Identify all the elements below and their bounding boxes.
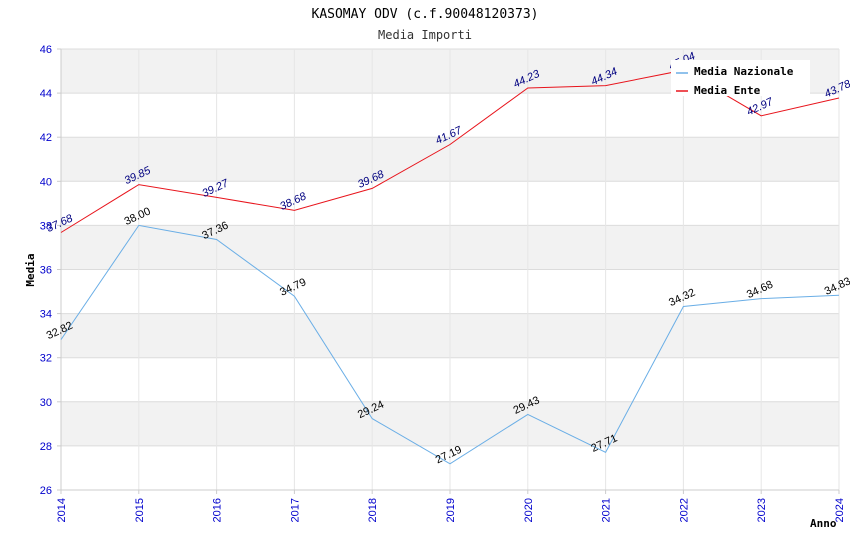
legend: Media Nazionale Media Ente (671, 60, 810, 97)
chart-subtitle: Media Importi (378, 28, 472, 42)
series-line-nazionale (60, 224, 840, 465)
x-tick-label: 2024 (834, 498, 846, 522)
x-tick-label: 2022 (678, 498, 690, 522)
y-tick-label: 32 (40, 353, 52, 365)
y-tick-label: 40 (40, 176, 52, 188)
y-axis-title: Media (24, 253, 37, 286)
y-tick-label: 28 (40, 441, 52, 453)
x-tick-label: 2014 (56, 498, 68, 522)
y-tick-label: 44 (40, 88, 52, 100)
x-tick-label: 2017 (289, 498, 301, 522)
legend-label-ente: Media Ente (694, 84, 761, 97)
x-tick-label: 2016 (212, 498, 224, 522)
x-tick-label: 2023 (756, 498, 768, 522)
x-tick-label: 2020 (523, 498, 535, 522)
y-tick-label: 34 (40, 309, 52, 321)
y-tick-labels: 26 28 30 32 34 36 38 40 42 44 46 (40, 44, 52, 497)
x-axis-title: Anno (810, 517, 837, 530)
y-tick-label: 46 (40, 44, 52, 56)
x-tick-label: 2015 (134, 498, 146, 522)
legend-box (671, 60, 810, 96)
y-tick-label: 42 (40, 132, 52, 144)
y-tick-label: 30 (40, 397, 52, 409)
legend-label-nazionale: Media Nazionale (694, 65, 794, 78)
y-tick-label: 38 (40, 220, 52, 232)
y-tick-label: 36 (40, 265, 52, 277)
x-tick-label: 2018 (367, 498, 379, 522)
x-tick-label: 2019 (445, 498, 457, 522)
y-tick-label: 26 (40, 485, 52, 497)
x-tick-labels: 2014 2015 2016 2017 2018 2019 2020 2021 2022 2023… (56, 498, 846, 522)
chart-title: KASOMAY ODV (c.f.90048120373) (312, 7, 539, 22)
x-tick-label: 2021 (601, 498, 613, 522)
